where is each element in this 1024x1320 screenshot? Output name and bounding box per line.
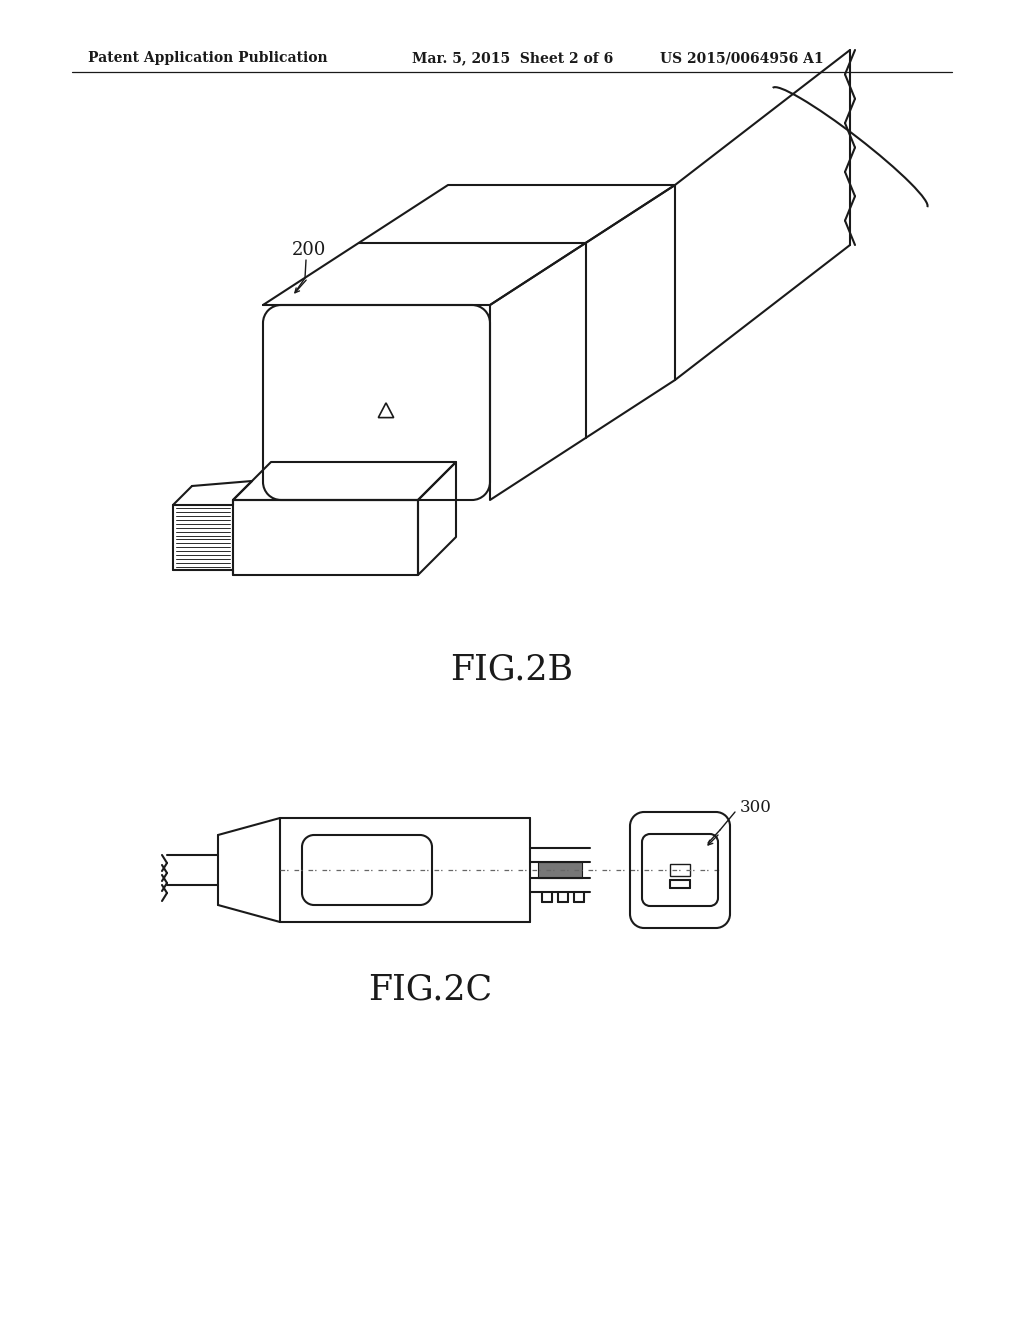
Text: 200: 200 (292, 242, 327, 259)
Text: FIG.2B: FIG.2B (451, 653, 573, 686)
Text: Mar. 5, 2015  Sheet 2 of 6: Mar. 5, 2015 Sheet 2 of 6 (412, 51, 613, 65)
Text: FIG.2C: FIG.2C (368, 973, 493, 1007)
Bar (538, 862, 582, 878)
Text: 300: 300 (740, 800, 772, 817)
Text: US 2015/0064956 A1: US 2015/0064956 A1 (660, 51, 823, 65)
Bar (670, 865, 690, 876)
Text: Patent Application Publication: Patent Application Publication (88, 51, 328, 65)
